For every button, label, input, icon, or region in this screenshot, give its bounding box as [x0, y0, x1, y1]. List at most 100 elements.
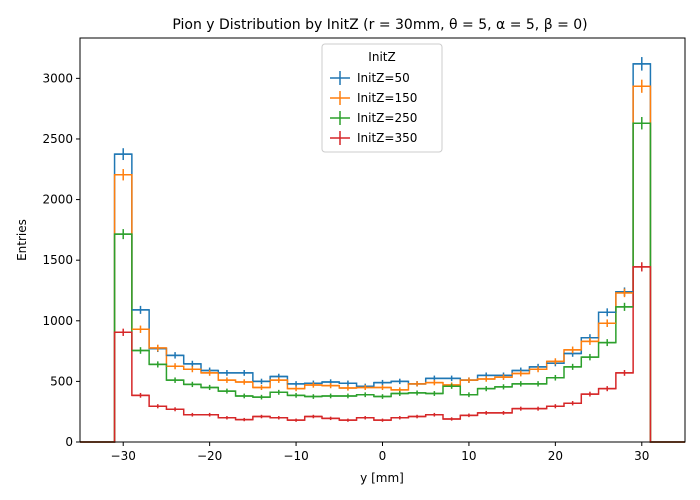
error-bar [322, 383, 340, 389]
error-bar [581, 337, 599, 345]
error-bar [183, 381, 201, 388]
error-bar [287, 418, 305, 422]
error-bar [564, 363, 582, 370]
error-bar [114, 328, 132, 336]
error-bar [598, 308, 616, 317]
error-bar [218, 388, 236, 394]
error-bar [218, 370, 236, 376]
legend-label: InitZ=350 [357, 131, 417, 145]
error-bar [218, 377, 236, 383]
error-bar [339, 418, 357, 422]
error-bar [615, 288, 634, 298]
error-bar [408, 381, 426, 387]
error-bar [373, 384, 392, 391]
error-bar [131, 347, 150, 354]
error-bar [615, 370, 634, 376]
error-bar [183, 412, 201, 417]
y-tick-label: 3000 [42, 71, 73, 85]
error-bar [166, 407, 184, 412]
error-bar [546, 374, 564, 381]
error-bar [235, 379, 253, 385]
error-bar [443, 383, 461, 389]
error-bar [477, 376, 495, 382]
chart-title: Pion y Distribution by InitZ (r = 30mm, … [172, 17, 587, 33]
error-bar [408, 414, 426, 419]
legend-entry: InitZ=150 [330, 91, 417, 105]
legend-box [321, 43, 443, 153]
error-bar [425, 379, 443, 386]
error-bar [564, 346, 582, 354]
error-bar [425, 412, 443, 417]
error-bar [529, 406, 547, 411]
error-bar [477, 411, 495, 415]
legend-label: InitZ=250 [357, 111, 417, 125]
y-tick-label: 2000 [42, 193, 73, 207]
legend-label: InitZ=150 [357, 91, 417, 105]
y-ticks: 0 500 1000 1500 2000 2500 3000 [42, 71, 80, 449]
x-tick-label: 30 [634, 449, 649, 463]
error-bar [391, 416, 409, 420]
error-bar [494, 384, 513, 390]
errorbar-layer [114, 57, 651, 422]
error-bar [373, 394, 392, 399]
error-bar [391, 378, 409, 385]
error-bar [114, 169, 132, 181]
error-bar [408, 390, 426, 396]
legend-entries: InitZ=50 InitZ=150 InitZ=250 InitZ=350 [330, 71, 417, 145]
error-bar [149, 404, 167, 409]
error-bar [287, 392, 305, 398]
error-bar [373, 418, 392, 422]
error-bar [287, 381, 305, 387]
error-bar [529, 366, 547, 373]
error-bar [183, 360, 201, 367]
error-bar [235, 370, 253, 376]
error-bar [131, 305, 150, 314]
legend-label: InitZ=50 [357, 71, 410, 85]
error-bar [339, 380, 357, 386]
x-tick-label: −20 [197, 449, 222, 463]
error-bar [633, 262, 651, 272]
error-bar [512, 381, 530, 387]
error-bar [425, 391, 443, 396]
error-bar [218, 416, 236, 420]
error-bar [149, 361, 167, 368]
error-bar [460, 377, 478, 383]
error-bar [598, 319, 616, 328]
error-bar [304, 382, 322, 388]
error-bar [183, 366, 201, 373]
x-ticks: −30 −20 −10 0 10 20 30 [111, 442, 649, 463]
error-bar [546, 404, 564, 409]
error-bar [287, 386, 305, 392]
error-bar [494, 411, 513, 415]
error-bar [460, 413, 478, 418]
error-bar [633, 57, 651, 71]
error-bar [581, 353, 599, 361]
legend-entry: InitZ=350 [330, 131, 417, 145]
error-bar [391, 391, 409, 396]
error-bar [512, 370, 530, 377]
error-bar [131, 392, 150, 398]
error-bar [460, 392, 478, 398]
x-tick-label: −10 [283, 449, 308, 463]
error-bar [304, 414, 322, 419]
error-bar [252, 414, 271, 419]
x-tick-label: 20 [548, 449, 563, 463]
y-tick-label: 500 [50, 374, 73, 388]
error-bar [443, 417, 461, 421]
error-bar [356, 416, 374, 420]
error-bar [201, 384, 219, 391]
error-bar [235, 393, 253, 399]
x-axis-label: y [mm] [360, 471, 404, 485]
y-tick-label: 0 [65, 435, 73, 449]
error-bar [149, 344, 167, 352]
x-tick-label: −30 [111, 449, 136, 463]
error-bar [339, 385, 357, 391]
error-bar [252, 394, 271, 400]
error-bar [114, 229, 132, 240]
error-bar [131, 325, 150, 333]
error-bar [339, 393, 357, 399]
error-bar [356, 392, 374, 398]
legend-entry: InitZ=250 [330, 111, 417, 125]
error-bar [270, 416, 288, 420]
error-bar [270, 377, 288, 383]
